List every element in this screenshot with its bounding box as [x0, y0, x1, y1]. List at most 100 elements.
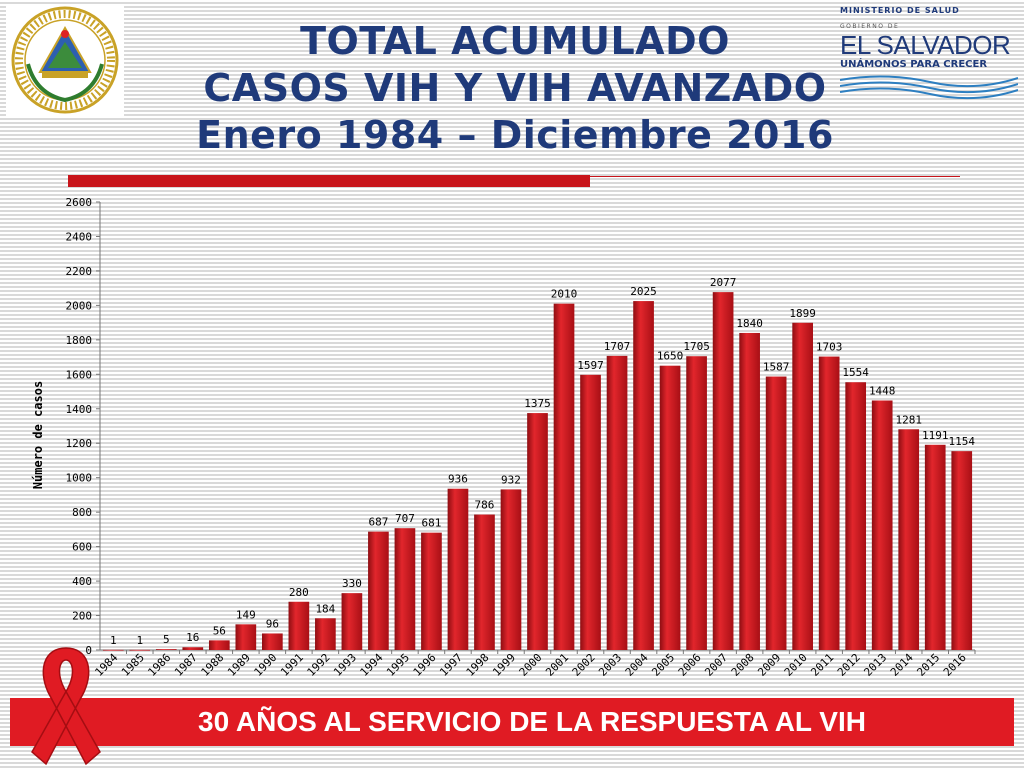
y-tick-label: 1800 — [66, 334, 93, 347]
x-tick-label: 1993 — [331, 651, 359, 679]
chart-container: 1 1 5 16 56 149 96 280 184 330 687 707 681 936 786 932 1… — [0, 190, 1024, 690]
bar — [818, 356, 840, 650]
title-underline-bar — [68, 175, 590, 187]
bar — [182, 647, 204, 650]
bar — [898, 429, 920, 650]
bar — [235, 624, 257, 650]
title-line-2: CASOS VIH Y VIH AVANZADO — [203, 66, 827, 110]
bar — [580, 374, 601, 650]
bar — [394, 528, 416, 650]
bar — [924, 444, 946, 650]
bar — [871, 400, 893, 650]
x-tick-label: 2013 — [861, 651, 889, 679]
bar-value-label: 687 — [368, 516, 388, 529]
y-tick-label: 200 — [72, 610, 92, 623]
bar-value-label: 1705 — [683, 340, 710, 353]
bar — [288, 601, 310, 650]
x-tick-label: 1995 — [384, 651, 412, 679]
y-tick-label: 2200 — [66, 265, 93, 278]
title-line-1: TOTAL ACUMULADO — [300, 19, 730, 63]
bar — [553, 303, 575, 650]
y-tick-label: 0 — [85, 644, 92, 657]
wave-graphic — [839, 75, 1019, 100]
x-tick-label: 1999 — [490, 651, 518, 679]
x-tick-label: 1992 — [305, 651, 333, 679]
x-tick-label: 1994 — [358, 651, 386, 679]
bar-value-label: 786 — [475, 499, 495, 512]
bar-value-label: 1154 — [948, 435, 975, 448]
x-tick-label: 2011 — [808, 651, 836, 679]
bar — [686, 356, 707, 650]
x-tick-label: 2001 — [543, 651, 571, 679]
y-tick-label: 1200 — [66, 437, 93, 450]
bar-value-label: 2010 — [551, 288, 578, 301]
bar-value-label: 1448 — [869, 384, 896, 397]
motto-label: UNÁMONOS PARA CRECER — [840, 59, 988, 70]
x-tick-label: 2002 — [570, 651, 598, 679]
bar-value-label: 707 — [395, 512, 415, 525]
title-line-3: Enero 1984 – Diciembre 2016 — [196, 113, 834, 157]
y-tick-label: 1400 — [66, 403, 93, 416]
x-tick-label: 1996 — [411, 651, 439, 679]
x-tick-label: 2005 — [649, 651, 677, 679]
bar — [500, 489, 522, 650]
x-tick-label: 2003 — [596, 651, 624, 679]
bar — [208, 640, 230, 650]
y-tick-label: 400 — [72, 575, 92, 588]
ministry-logo: MINISTERIO DE SALUD GOBIERNO DE EL SALVA… — [839, 6, 1019, 110]
x-tick-label: 1988 — [199, 651, 227, 679]
bar — [659, 365, 681, 650]
bar — [845, 382, 867, 650]
bar-value-label: 932 — [501, 473, 521, 486]
y-tick-label: 2000 — [66, 299, 93, 312]
government-label: GOBIERNO DE — [840, 23, 900, 30]
x-tick-label: 2004 — [623, 651, 651, 679]
x-tick-label: 1989 — [225, 651, 253, 679]
bar-value-label: 1375 — [524, 397, 551, 410]
bar — [792, 322, 813, 650]
bar — [447, 488, 469, 650]
bar — [739, 332, 760, 650]
x-tick-label: 2016 — [941, 651, 969, 679]
ministry-label: MINISTERIO DE SALUD — [840, 6, 960, 15]
bar-value-label: 1840 — [736, 317, 763, 330]
bar — [474, 514, 495, 650]
bar — [341, 593, 363, 650]
x-tick-label: 1990 — [252, 651, 280, 679]
awareness-ribbon-icon — [31, 647, 101, 766]
x-tick-label: 2007 — [702, 651, 730, 679]
national-seal-logo — [6, 4, 124, 116]
y-tick-label: 2400 — [66, 230, 93, 243]
x-tick-label: 2012 — [835, 651, 863, 679]
x-tick-label: 2010 — [782, 651, 810, 679]
bar-value-label: 1281 — [895, 413, 922, 426]
bar-chart: 1 1 5 16 56 149 96 280 184 330 687 707 681 936 786 932 1… — [31, 196, 976, 679]
title-underline-line — [590, 176, 960, 177]
bar-value-label: 1650 — [657, 350, 684, 363]
bar — [368, 531, 389, 650]
y-tick-label: 600 — [72, 541, 92, 554]
x-tick-label: 2008 — [729, 651, 757, 679]
footer-text: 30 AÑOS AL SERVICIO DE LA RESPUESTA AL V… — [198, 706, 866, 737]
bar — [633, 301, 654, 650]
x-tick-label: 1985 — [119, 651, 147, 679]
bar-value-label: 1707 — [604, 340, 631, 353]
bar — [262, 633, 283, 650]
x-tick-label: 2006 — [676, 651, 704, 679]
bar — [527, 413, 548, 650]
bar-value-label: 280 — [289, 586, 309, 599]
bar — [765, 376, 787, 650]
bar — [712, 292, 734, 650]
bar — [606, 355, 628, 650]
bar-value-label: 681 — [422, 517, 442, 530]
bar-value-label: 1899 — [789, 307, 816, 320]
bar-value-label: 1 — [110, 634, 117, 647]
y-tick-label: 2600 — [66, 196, 93, 209]
x-tick-label: 2009 — [755, 651, 783, 679]
bar-value-label: 2077 — [710, 276, 737, 289]
x-tick-label: 2014 — [888, 651, 916, 679]
bar-value-label: 2025 — [630, 285, 657, 298]
country-label: EL SALVADOR — [840, 30, 1011, 60]
bar-value-label: 1554 — [842, 366, 869, 379]
y-tick-label: 800 — [72, 506, 92, 519]
